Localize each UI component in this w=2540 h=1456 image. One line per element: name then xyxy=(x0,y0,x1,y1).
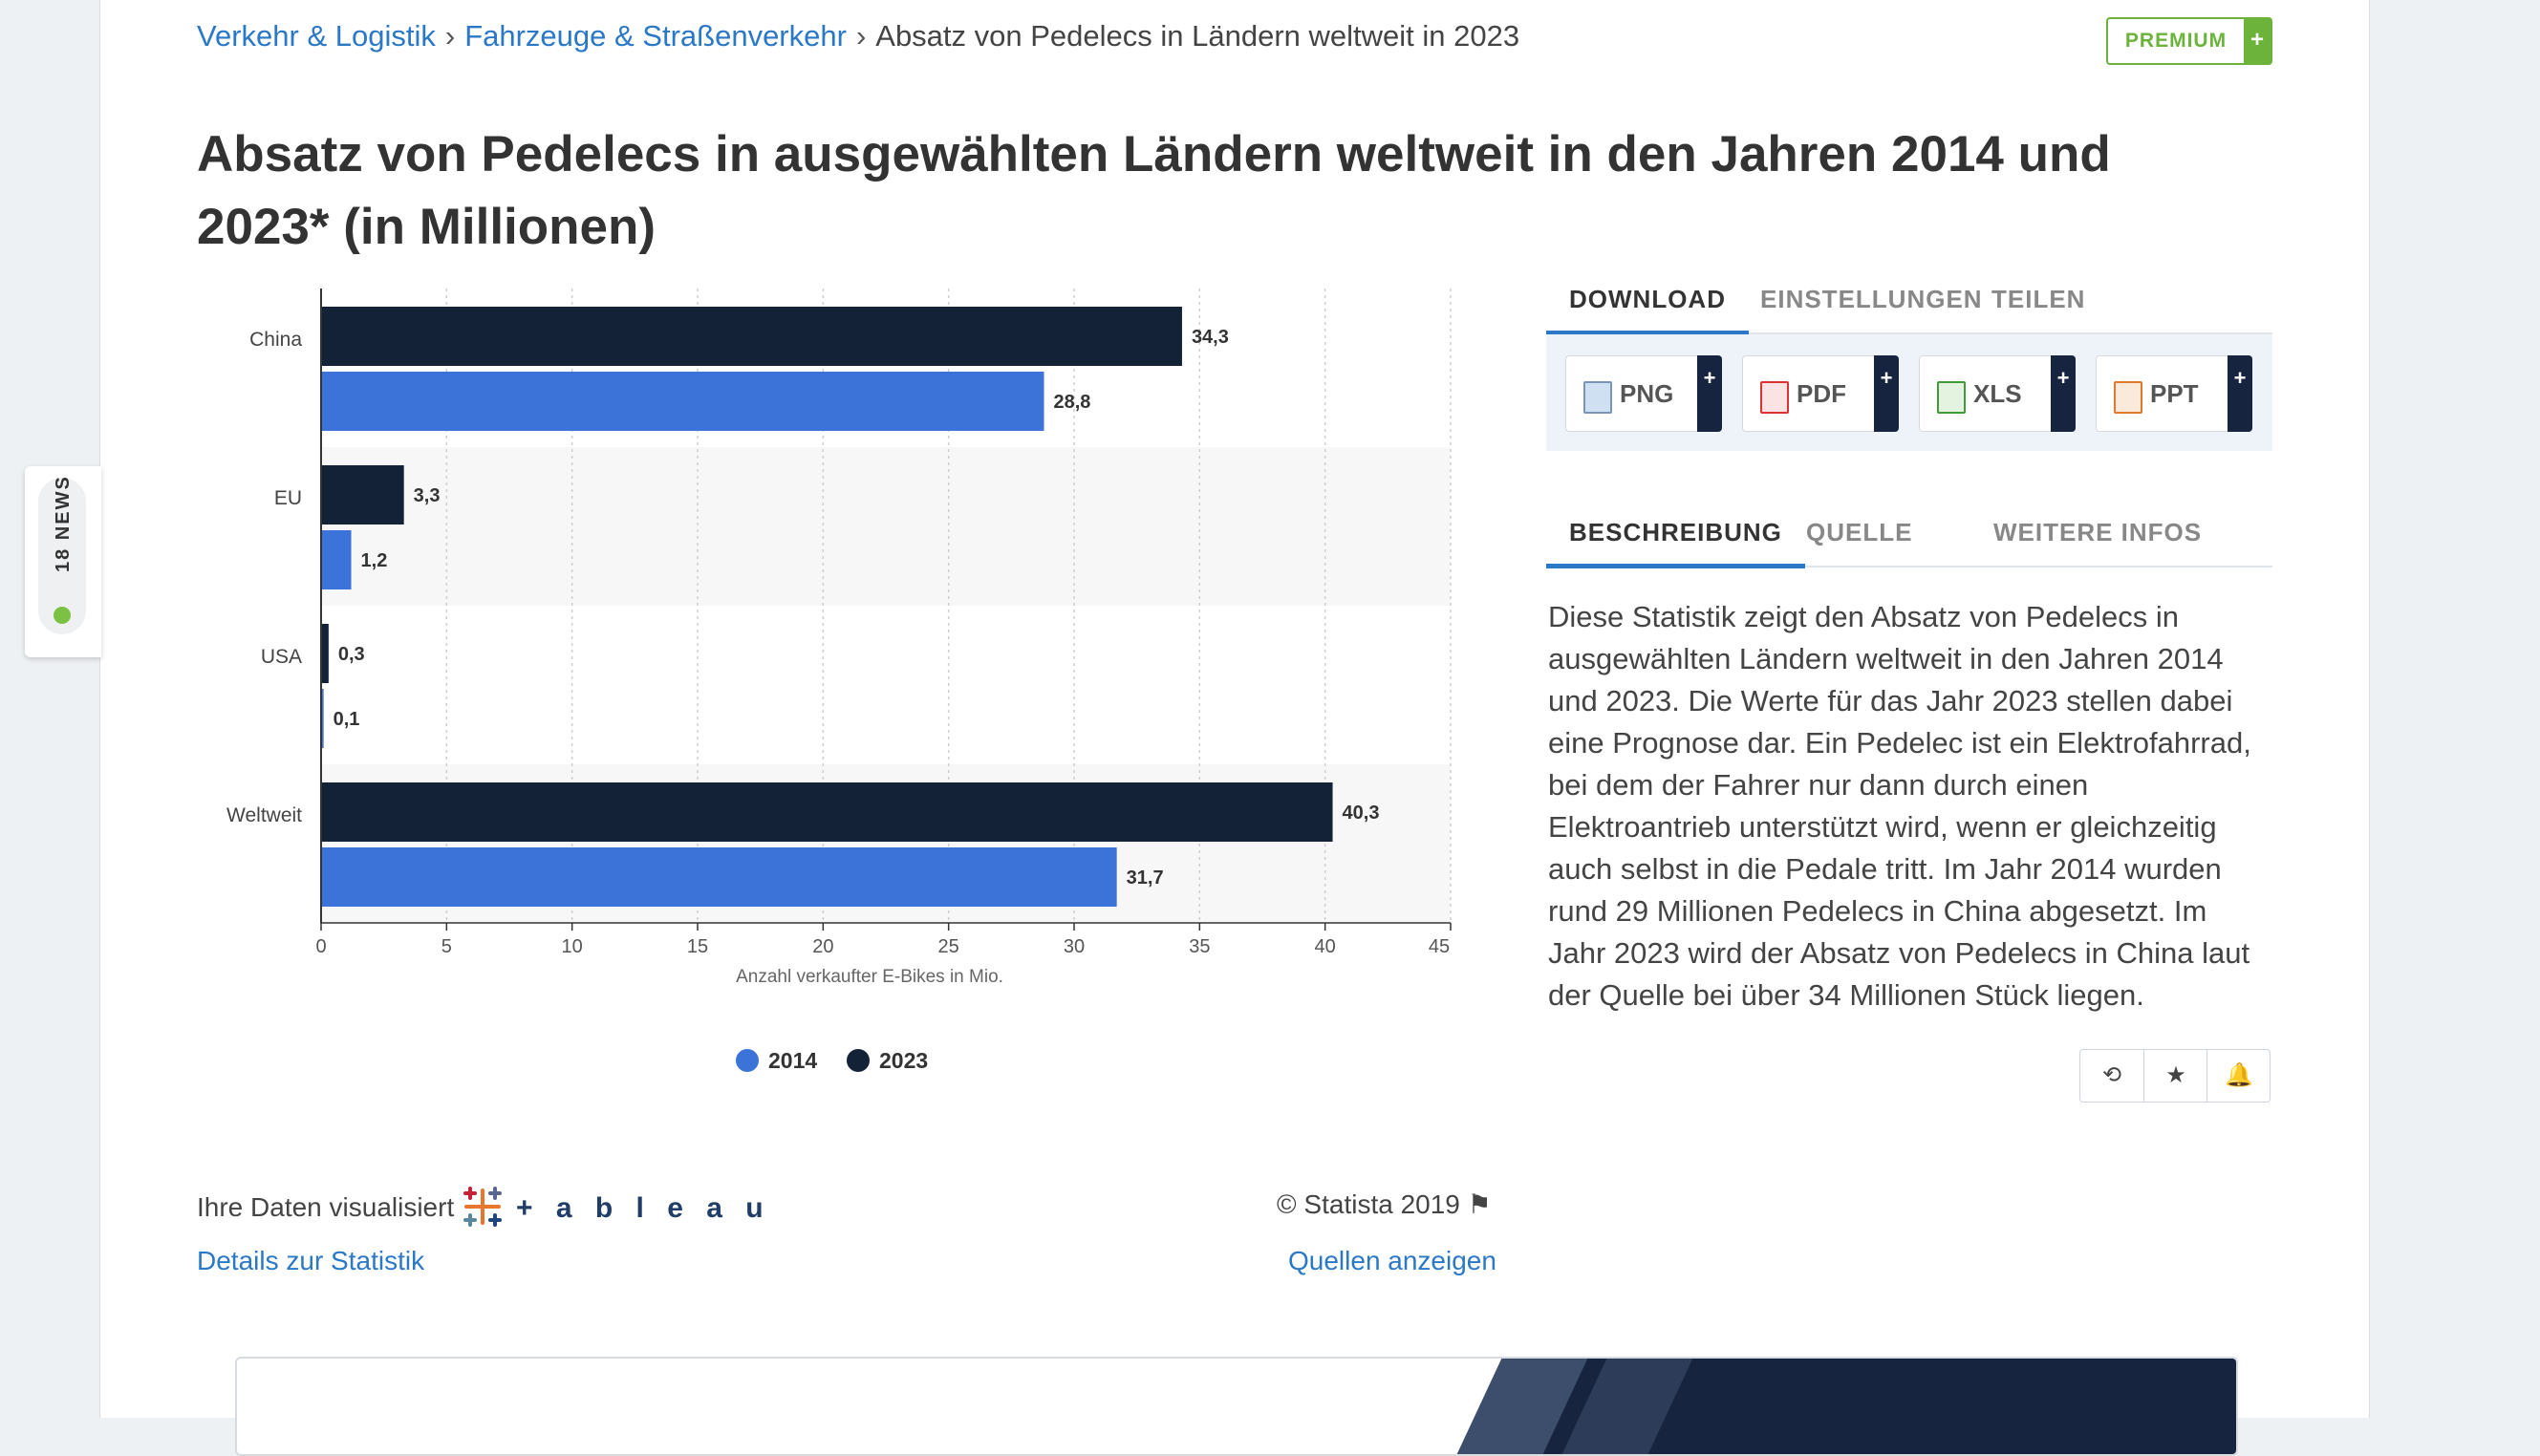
bar-china-2023 xyxy=(321,307,1182,366)
flag-icon[interactable]: ⚑ xyxy=(1467,1189,1492,1219)
plus-icon: + xyxy=(1874,355,1899,432)
bar-usa-2014 xyxy=(321,689,324,748)
info-tabs: BESCHREIBUNG QUELLE WEITERE INFOS xyxy=(1546,508,2272,568)
bar-eu-2023 xyxy=(321,465,404,525)
copyright: © Statista 2019 ⚑ xyxy=(1277,1188,1492,1220)
x-tick-label: 35 xyxy=(1189,936,1210,957)
bar-eu-2014 xyxy=(321,530,352,589)
x-tick-label: 45 xyxy=(1429,936,1450,957)
x-tick-label: 10 xyxy=(562,936,583,957)
download-tabs: DOWNLOAD EINSTELLUNGEN TEILEN xyxy=(1546,275,2272,335)
bar-label: 3,3 xyxy=(414,485,441,506)
premium-badge[interactable]: PREMIUM + xyxy=(2106,17,2272,65)
statistic-description: Diese Statistik zeigt den Absatz von Ped… xyxy=(1548,600,2251,1012)
copyright-text: © Statista 2019 xyxy=(1277,1189,1460,1219)
news-tab-label: 18 NEWS xyxy=(53,475,74,572)
pdf-file-icon xyxy=(1760,381,1789,414)
chart-category-labels: China EU USA Weltweit xyxy=(226,329,302,826)
history-icon[interactable]: ⟲ xyxy=(2101,1062,2122,1088)
png-file-icon xyxy=(1583,381,1612,414)
chart-legend: 2014 2023 xyxy=(736,1048,928,1073)
tab-quelle[interactable]: QUELLE xyxy=(1806,518,1913,546)
download-png-button[interactable]: PNG + xyxy=(1565,355,1722,432)
details-link[interactable]: Details zur Statistik xyxy=(197,1246,425,1275)
tab-einstellungen[interactable]: EINSTELLUNGEN xyxy=(1760,285,1983,313)
xls-file-icon xyxy=(1937,381,1966,414)
bar-weltweit-2014 xyxy=(321,847,1117,907)
sources-link[interactable]: Quellen anzeigen xyxy=(1288,1246,1496,1275)
tableau-wordmark: + a b l e a u xyxy=(516,1192,771,1224)
legend-label: 2023 xyxy=(879,1048,928,1073)
star-icon[interactable]: ★ xyxy=(2143,1050,2207,1102)
bar-label: 31,7 xyxy=(1127,867,1164,889)
premium-plus-icon: + xyxy=(2244,19,2271,63)
legend-label: 2014 xyxy=(768,1048,817,1073)
bar-label: 0,3 xyxy=(338,644,365,665)
bar-label: 28,8 xyxy=(1053,392,1090,413)
breadcrumb: Verkehr & Logistik › Fahrzeuge & Straßenve… xyxy=(197,19,1519,54)
breadcrumb-separator: › xyxy=(855,19,867,53)
x-tick-label: 30 xyxy=(1064,936,1085,957)
category-label: Weltweit xyxy=(226,804,302,826)
category-label: USA xyxy=(261,646,302,668)
download-xls-label: XLS xyxy=(1973,379,2022,408)
download-png-label: PNG xyxy=(1620,379,1674,408)
bar-label: 1,2 xyxy=(361,550,388,571)
bar-label: 0,1 xyxy=(334,709,360,730)
bar-label: 40,3 xyxy=(1343,803,1380,824)
bell-icon[interactable]: 🔔 xyxy=(2206,1050,2271,1102)
tab-beschreibung[interactable]: BESCHREIBUNG xyxy=(1546,508,1805,568)
tableau-logo xyxy=(463,1187,502,1227)
legend-marker-2023 xyxy=(847,1049,870,1072)
related-statistics-card xyxy=(235,1357,2238,1456)
bar-weltweit-2023 xyxy=(321,782,1333,842)
download-ppt-button[interactable]: PPT + xyxy=(2096,355,2252,432)
download-panel: PNG + PDF + XLS + PPT + xyxy=(1546,334,2272,451)
legend-marker-2014 xyxy=(736,1049,759,1072)
x-tick-label: 5 xyxy=(441,936,452,957)
breadcrumb-separator: › xyxy=(444,19,456,53)
tab-teilen[interactable]: TEILEN xyxy=(1991,285,2086,313)
action-buttons: ⟲ ★ 🔔 xyxy=(2079,1049,2271,1103)
breadcrumb-item-verkehr[interactable]: Verkehr & Logistik xyxy=(197,19,436,53)
breadcrumb-item-fahrzeuge[interactable]: Fahrzeuge & Straßenverkehr xyxy=(464,19,847,53)
premium-label: PREMIUM xyxy=(2124,30,2228,52)
tab-weitere-infos[interactable]: WEITERE INFOS xyxy=(1993,518,2203,546)
chart-bar-labels: 34,3 28,8 3,3 1,2 0,3 0,1 40,3 31,7 xyxy=(334,327,1380,889)
chart-bars xyxy=(321,307,1333,907)
x-tick-label: 0 xyxy=(315,936,326,957)
x-axis-label: Anzahl verkaufter E-Bikes in Mio. xyxy=(736,967,1003,987)
bar-chart: 34,3 28,8 3,3 1,2 0,3 0,1 40,3 31,7 China EU USA W… xyxy=(226,289,1452,1073)
category-label: EU xyxy=(274,487,302,509)
page-content xyxy=(99,0,2370,1418)
news-status-dot xyxy=(54,607,71,624)
download-xls-button[interactable]: XLS + xyxy=(1919,355,2076,432)
chart-band xyxy=(321,447,1451,606)
bar-china-2014 xyxy=(321,372,1044,431)
plus-icon: + xyxy=(2228,355,2252,432)
breadcrumb-item-current: Absatz von Pedelecs in Ländern weltweit … xyxy=(875,19,1520,53)
news-tab[interactable]: 18 NEWS xyxy=(25,466,101,657)
plus-icon: + xyxy=(2051,355,2076,432)
chart-x-ticks: 0 5 10 15 20 25 30 35 40 45 xyxy=(315,922,1452,957)
page-title: Absatz von Pedelecs in ausgewählten Länd… xyxy=(197,125,2111,255)
x-tick-label: 25 xyxy=(938,936,959,957)
plus-icon: + xyxy=(1697,355,1722,432)
visualized-label: Ihre Daten visualisiert xyxy=(197,1192,455,1222)
x-tick-label: 20 xyxy=(812,936,833,957)
download-pdf-label: PDF xyxy=(1797,379,1846,408)
download-ppt-label: PPT xyxy=(2150,379,2199,408)
ppt-file-icon xyxy=(2114,381,2142,414)
bar-label: 34,3 xyxy=(1192,327,1229,348)
x-tick-label: 15 xyxy=(687,936,708,957)
news-pill[interactable]: 18 NEWS xyxy=(38,475,86,634)
category-label: China xyxy=(249,329,302,351)
download-pdf-button[interactable]: PDF + xyxy=(1742,355,1899,432)
bar-usa-2023 xyxy=(321,624,329,683)
tab-download[interactable]: DOWNLOAD xyxy=(1546,275,1749,335)
x-tick-label: 40 xyxy=(1315,936,1336,957)
